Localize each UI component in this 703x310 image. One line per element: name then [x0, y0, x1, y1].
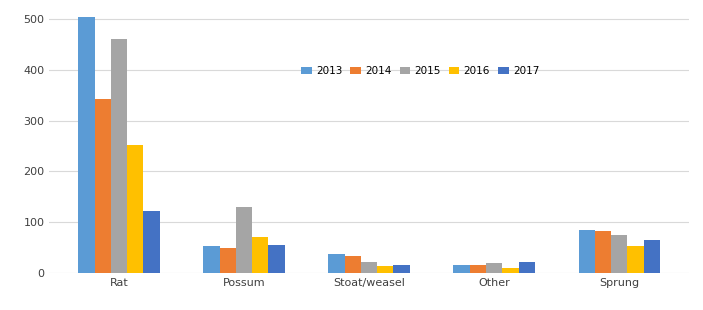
Bar: [127, 145, 143, 273]
Bar: [361, 262, 378, 273]
Bar: [486, 263, 502, 273]
Bar: [252, 237, 269, 273]
Bar: [394, 265, 410, 273]
Bar: [378, 266, 394, 273]
Bar: [579, 230, 595, 273]
Bar: [611, 235, 627, 273]
Bar: [344, 256, 361, 273]
Legend: 2013, 2014, 2015, 2016, 2017: 2013, 2014, 2015, 2016, 2017: [297, 62, 543, 80]
Bar: [203, 246, 219, 273]
Bar: [453, 265, 470, 273]
Bar: [519, 262, 535, 273]
Bar: [236, 207, 252, 273]
Bar: [269, 245, 285, 273]
Bar: [143, 211, 160, 273]
Bar: [78, 17, 94, 273]
Bar: [595, 231, 611, 273]
Bar: [111, 39, 127, 273]
Bar: [470, 265, 486, 273]
Bar: [627, 246, 644, 273]
Bar: [328, 254, 344, 273]
Bar: [502, 268, 519, 273]
Bar: [219, 249, 236, 273]
Bar: [94, 99, 111, 273]
Bar: [644, 240, 660, 273]
